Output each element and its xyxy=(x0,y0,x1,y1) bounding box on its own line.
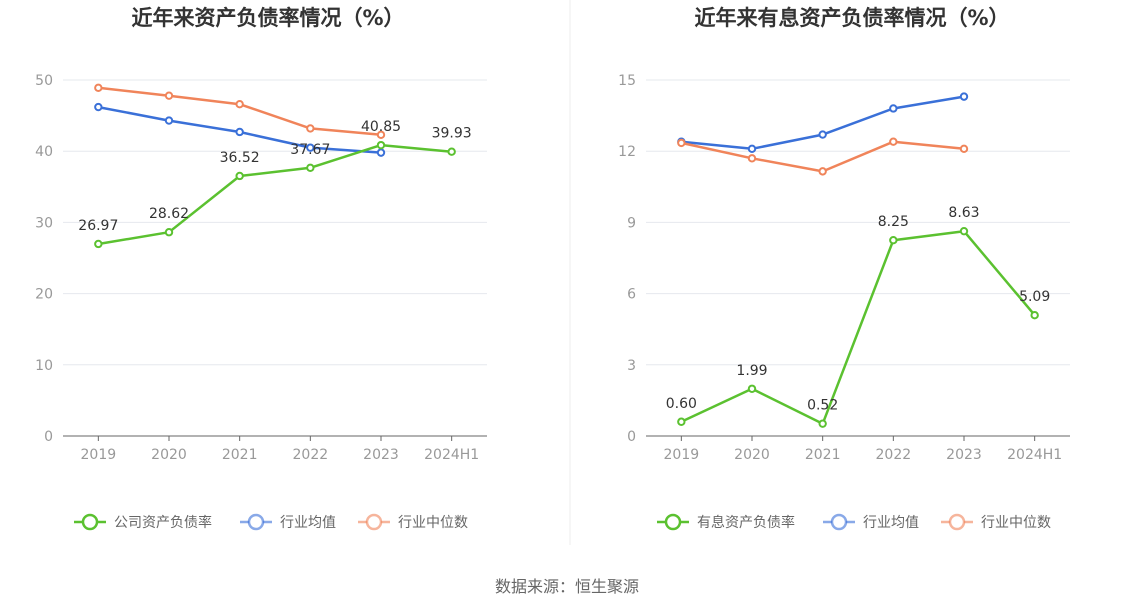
data-label: 28.62 xyxy=(149,206,189,222)
data-point xyxy=(447,147,456,156)
legend-marker xyxy=(948,513,966,531)
legend-marker xyxy=(247,513,265,531)
data-point xyxy=(959,144,969,154)
y-tick-label: 9 xyxy=(627,215,636,231)
data-label: 8.63 xyxy=(948,205,979,221)
y-tick-label: 50 xyxy=(35,73,53,89)
legend-label: 公司资产负债率 xyxy=(114,514,212,531)
data-label: 36.52 xyxy=(220,150,260,166)
data-label: 39.93 xyxy=(432,126,472,142)
data-point xyxy=(747,144,757,154)
x-tick-label: 2023 xyxy=(946,447,982,463)
data-point xyxy=(376,148,386,157)
data-label: 1.99 xyxy=(736,363,767,379)
x-tick-label: 2021 xyxy=(222,447,258,463)
data-point xyxy=(747,384,757,393)
data-point xyxy=(235,100,244,109)
y-tick-label: 30 xyxy=(35,215,53,231)
x-tick-label: 2020 xyxy=(734,447,770,463)
legend-marker xyxy=(81,513,99,531)
data-label: 26.97 xyxy=(78,218,118,234)
y-tick-label: 0 xyxy=(627,429,636,445)
series-line-1 xyxy=(680,229,1036,425)
legend-marker xyxy=(664,513,682,531)
y-tick-label: 3 xyxy=(627,358,636,374)
data-point xyxy=(818,130,827,139)
data-point xyxy=(677,138,686,148)
data-point xyxy=(164,228,174,237)
x-tick-label: 2019 xyxy=(81,447,117,463)
data-label: 8.25 xyxy=(878,214,909,230)
legend-label: 有息资产负债率 xyxy=(697,514,795,531)
data-point xyxy=(306,124,315,133)
data-point xyxy=(889,137,898,146)
y-tick-label: 20 xyxy=(35,287,53,303)
data-label: 0.60 xyxy=(666,396,697,412)
data-point xyxy=(889,104,898,113)
data-point xyxy=(959,92,969,101)
data-point xyxy=(306,163,315,172)
data-point xyxy=(164,116,174,125)
data-point xyxy=(306,143,315,152)
legend-marker xyxy=(830,513,848,531)
x-tick-label: 2021 xyxy=(805,447,841,463)
data-point xyxy=(677,417,686,426)
chart-title: 近年来有息资产负债率情况（%） xyxy=(694,6,1009,30)
data-point xyxy=(818,167,827,176)
x-tick-label: 2024H1 xyxy=(424,447,479,463)
data-point xyxy=(1030,310,1039,320)
x-tick-label: 2023 xyxy=(363,447,399,463)
y-tick-label: 40 xyxy=(35,144,53,160)
x-tick-label: 2020 xyxy=(151,447,187,463)
data-point xyxy=(747,154,757,163)
data-point xyxy=(235,127,244,137)
data-source: 数据来源：恒生聚源 xyxy=(494,577,639,596)
data-point xyxy=(94,239,103,249)
data-point xyxy=(959,226,969,236)
legend-label: 行业中位数 xyxy=(398,515,468,531)
series-line-3 xyxy=(98,86,382,137)
data-label: 37.67 xyxy=(290,142,330,158)
legend-marker xyxy=(365,513,383,531)
data-point xyxy=(235,171,244,181)
data-label: 40.85 xyxy=(361,119,401,135)
legend-label: 行业均值 xyxy=(280,515,336,531)
data-label: 0.52 xyxy=(807,398,838,414)
data-point xyxy=(889,236,898,245)
y-tick-label: 0 xyxy=(44,429,53,445)
x-tick-label: 2022 xyxy=(293,447,329,463)
data-point xyxy=(164,91,174,100)
data-point xyxy=(94,83,103,93)
data-label: 5.09 xyxy=(1019,289,1050,305)
data-point xyxy=(818,419,827,428)
legend-label: 行业均值 xyxy=(863,515,919,531)
x-tick-label: 2022 xyxy=(876,447,912,463)
series-line-1 xyxy=(98,143,452,246)
y-tick-label: 6 xyxy=(627,287,636,303)
y-tick-label: 10 xyxy=(35,358,53,374)
y-tick-label: 15 xyxy=(618,73,636,89)
x-tick-label: 2019 xyxy=(664,447,700,463)
data-point xyxy=(94,102,103,112)
data-point xyxy=(376,130,386,140)
series-line-2 xyxy=(681,95,965,151)
data-point xyxy=(376,140,386,150)
legend-label: 行业中位数 xyxy=(981,515,1051,531)
chart-title: 近年来资产负债率情况（%） xyxy=(131,6,404,30)
x-tick-label: 2024H1 xyxy=(1007,447,1062,463)
y-tick-label: 12 xyxy=(618,144,636,160)
